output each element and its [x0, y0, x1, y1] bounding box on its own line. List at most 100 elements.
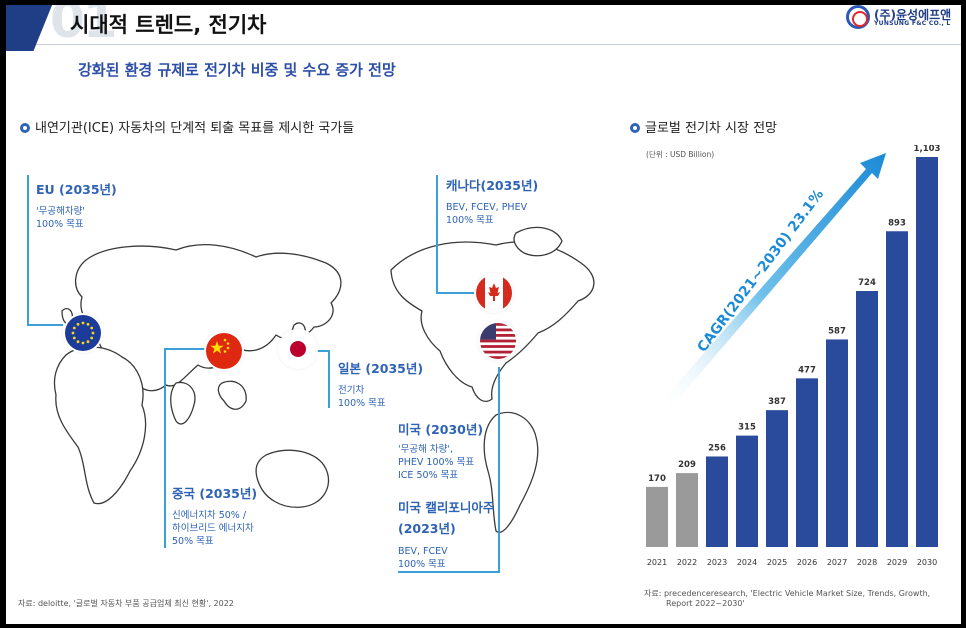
bar-2022 — [676, 473, 698, 547]
bar-value-label: 209 — [678, 460, 696, 470]
africa-landmass — [53, 346, 147, 505]
europe-asia-landmass — [75, 244, 342, 392]
california-title: 미국 캘리포니아주 — [398, 500, 495, 515]
x-tick-label: 2024 — [737, 558, 757, 567]
bar-2027 — [826, 339, 848, 547]
bar-value-label: 477 — [798, 365, 816, 375]
x-tick-label: 2027 — [827, 558, 847, 567]
china-line: 하이브리드 에너지차 — [172, 523, 254, 534]
eu-flag-icon — [65, 315, 101, 351]
right-source-line: 자료: precedenceresearch, 'Electric Vehicl… — [644, 589, 931, 598]
usa-leader-line-h — [398, 571, 500, 573]
china-flag-icon — [206, 333, 242, 369]
australia-landmass — [255, 449, 330, 508]
usa-line: '무공해 차량', — [398, 444, 453, 455]
header-accent — [6, 5, 55, 51]
japan-leader-line-h — [304, 350, 330, 352]
x-tick-label: 2029 — [887, 558, 907, 567]
chart-unit-label: (단위 : USD Billion) — [646, 150, 715, 159]
bar-2025 — [766, 410, 788, 547]
logo-name: (주)윤성에프앤 — [874, 8, 952, 22]
header-bar: 01 시대적 트렌드, 전기차 (주)윤성에프앤 YUNSUNG F&C CO.… — [6, 5, 961, 51]
left-section-title: 내연기관(ICE) 자동차의 단계적 퇴출 목표를 제시한 국가들 — [20, 117, 354, 136]
bar-2026 — [796, 378, 818, 547]
california-note: 미국 캘리포니아주 (2023년) BEV, FCEV 100% 목표 — [398, 497, 494, 571]
section-number: 01 — [50, 5, 118, 49]
bar-value-label: 587 — [828, 326, 846, 336]
california-line: BEV, FCEV — [398, 546, 448, 557]
eu-line: 100% 목표 — [36, 219, 84, 230]
california-line: 100% 목표 — [398, 559, 446, 570]
china-note: 중국 (2035년) 신에너지차 50% / 하이브리드 에너지차 50% 목표 — [172, 483, 257, 548]
x-tick-label: 2022 — [677, 558, 697, 567]
bullet-icon — [20, 123, 30, 133]
company-logo: (주)윤성에프앤 YUNSUNG F&C CO., L — [842, 5, 961, 33]
japan-note: 일본 (2035년) 전기차 100% 목표 — [338, 358, 423, 410]
california-title: (2023년) — [398, 521, 456, 536]
usa-leader-line — [498, 367, 500, 573]
japan-line: 100% 목표 — [338, 398, 386, 409]
bar-2024 — [736, 435, 758, 547]
bar-value-label: 387 — [768, 397, 786, 407]
canada-title: 캐나다(2035년) — [446, 178, 539, 193]
x-tick-label: 2021 — [647, 558, 667, 567]
bar-value-label: 724 — [858, 278, 876, 288]
china-line: 50% 목표 — [172, 536, 214, 547]
right-section-title: 글로벌 전기차 시장 전망 — [630, 117, 777, 136]
usa-line: PHEV 100% 목표 — [398, 457, 475, 468]
x-tick-label: 2023 — [707, 558, 727, 567]
logo-mark-icon — [846, 5, 870, 29]
page-title: 시대적 트렌드, 전기차 — [70, 13, 267, 37]
bar-value-label: 315 — [738, 423, 756, 433]
southeast-asia-landmass — [217, 380, 247, 410]
usa-line: ICE 50% 목표 — [398, 470, 459, 481]
slide: 01 시대적 트렌드, 전기차 (주)윤성에프앤 YUNSUNG F&C CO.… — [6, 5, 961, 624]
eu-note: EU (2035년) '무공해차량' 100% 목표 — [36, 179, 117, 231]
greenland-landmass — [513, 226, 563, 257]
eu-leader-line-h — [27, 324, 63, 326]
india-landmass — [170, 381, 196, 425]
canada-note: 캐나다(2035년) BEV, FCEV, PHEV 100% 목표 — [446, 175, 538, 227]
x-tick-label: 2026 — [797, 558, 817, 567]
growth-arrow — [660, 153, 886, 411]
bullet-icon — [630, 123, 640, 133]
bar-2030 — [916, 157, 938, 547]
china-title: 중국 (2035년) — [172, 486, 258, 501]
right-source-line: Report 2022~2030' — [666, 599, 745, 608]
bar-value-label: 893 — [888, 218, 906, 228]
bar-value-label: 1,103 — [914, 145, 941, 154]
logo-subtitle: YUNSUNG F&C CO., L — [874, 20, 951, 27]
x-tick-label: 2030 — [917, 558, 937, 567]
usa-title: 미국 (2030년) — [398, 422, 484, 437]
usa-flag-icon — [480, 323, 516, 359]
headline: 강화된 환경 규제로 전기차 비중 및 수요 증가 전망 — [78, 61, 396, 79]
japan-line: 전기차 — [338, 385, 365, 396]
world-map — [53, 226, 595, 533]
china-leader-line-h — [164, 348, 208, 350]
japan-leader-line — [328, 350, 330, 408]
bar-2029 — [886, 231, 908, 547]
china-line: 신에너지차 50% / — [172, 510, 247, 521]
x-tick-label: 2025 — [767, 558, 787, 567]
bar-value-label: 256 — [708, 443, 726, 453]
ev-market-bar-chart: CAGR(2021~2030) 23.1% 170 2021 209 2022 256 2… — [646, 145, 941, 567]
canada-line: BEV, FCEV, PHEV — [446, 202, 528, 213]
canada-line: 100% 목표 — [446, 215, 494, 226]
eu-line: '무공해차량' — [36, 206, 85, 217]
canada-leader-line — [436, 175, 438, 293]
china-leader-line — [164, 348, 166, 548]
japan-title: 일본 (2035년) — [338, 361, 424, 376]
usa-note: 미국 (2030년) '무공해 차량', PHEV 100% 목표 ICE 50… — [398, 419, 483, 482]
canada-flag-icon — [476, 275, 512, 311]
bar-2021 — [646, 486, 668, 547]
south-america-landmass — [483, 411, 539, 533]
bar-2023 — [706, 456, 728, 547]
eu-leader-line — [27, 175, 29, 325]
x-tick-label: 2028 — [857, 558, 877, 567]
eu-title: EU (2035년) — [36, 182, 117, 197]
right-source: 자료: precedenceresearch, 'Electric Vehicl… — [644, 589, 930, 609]
japan-flag-icon — [280, 331, 316, 367]
canada-leader-line-h — [436, 292, 476, 294]
left-source: 자료: deloitte, '글로벌 자동차 부품 공급업체 최신 현황', 2… — [18, 599, 234, 608]
bar-2028 — [856, 291, 878, 547]
